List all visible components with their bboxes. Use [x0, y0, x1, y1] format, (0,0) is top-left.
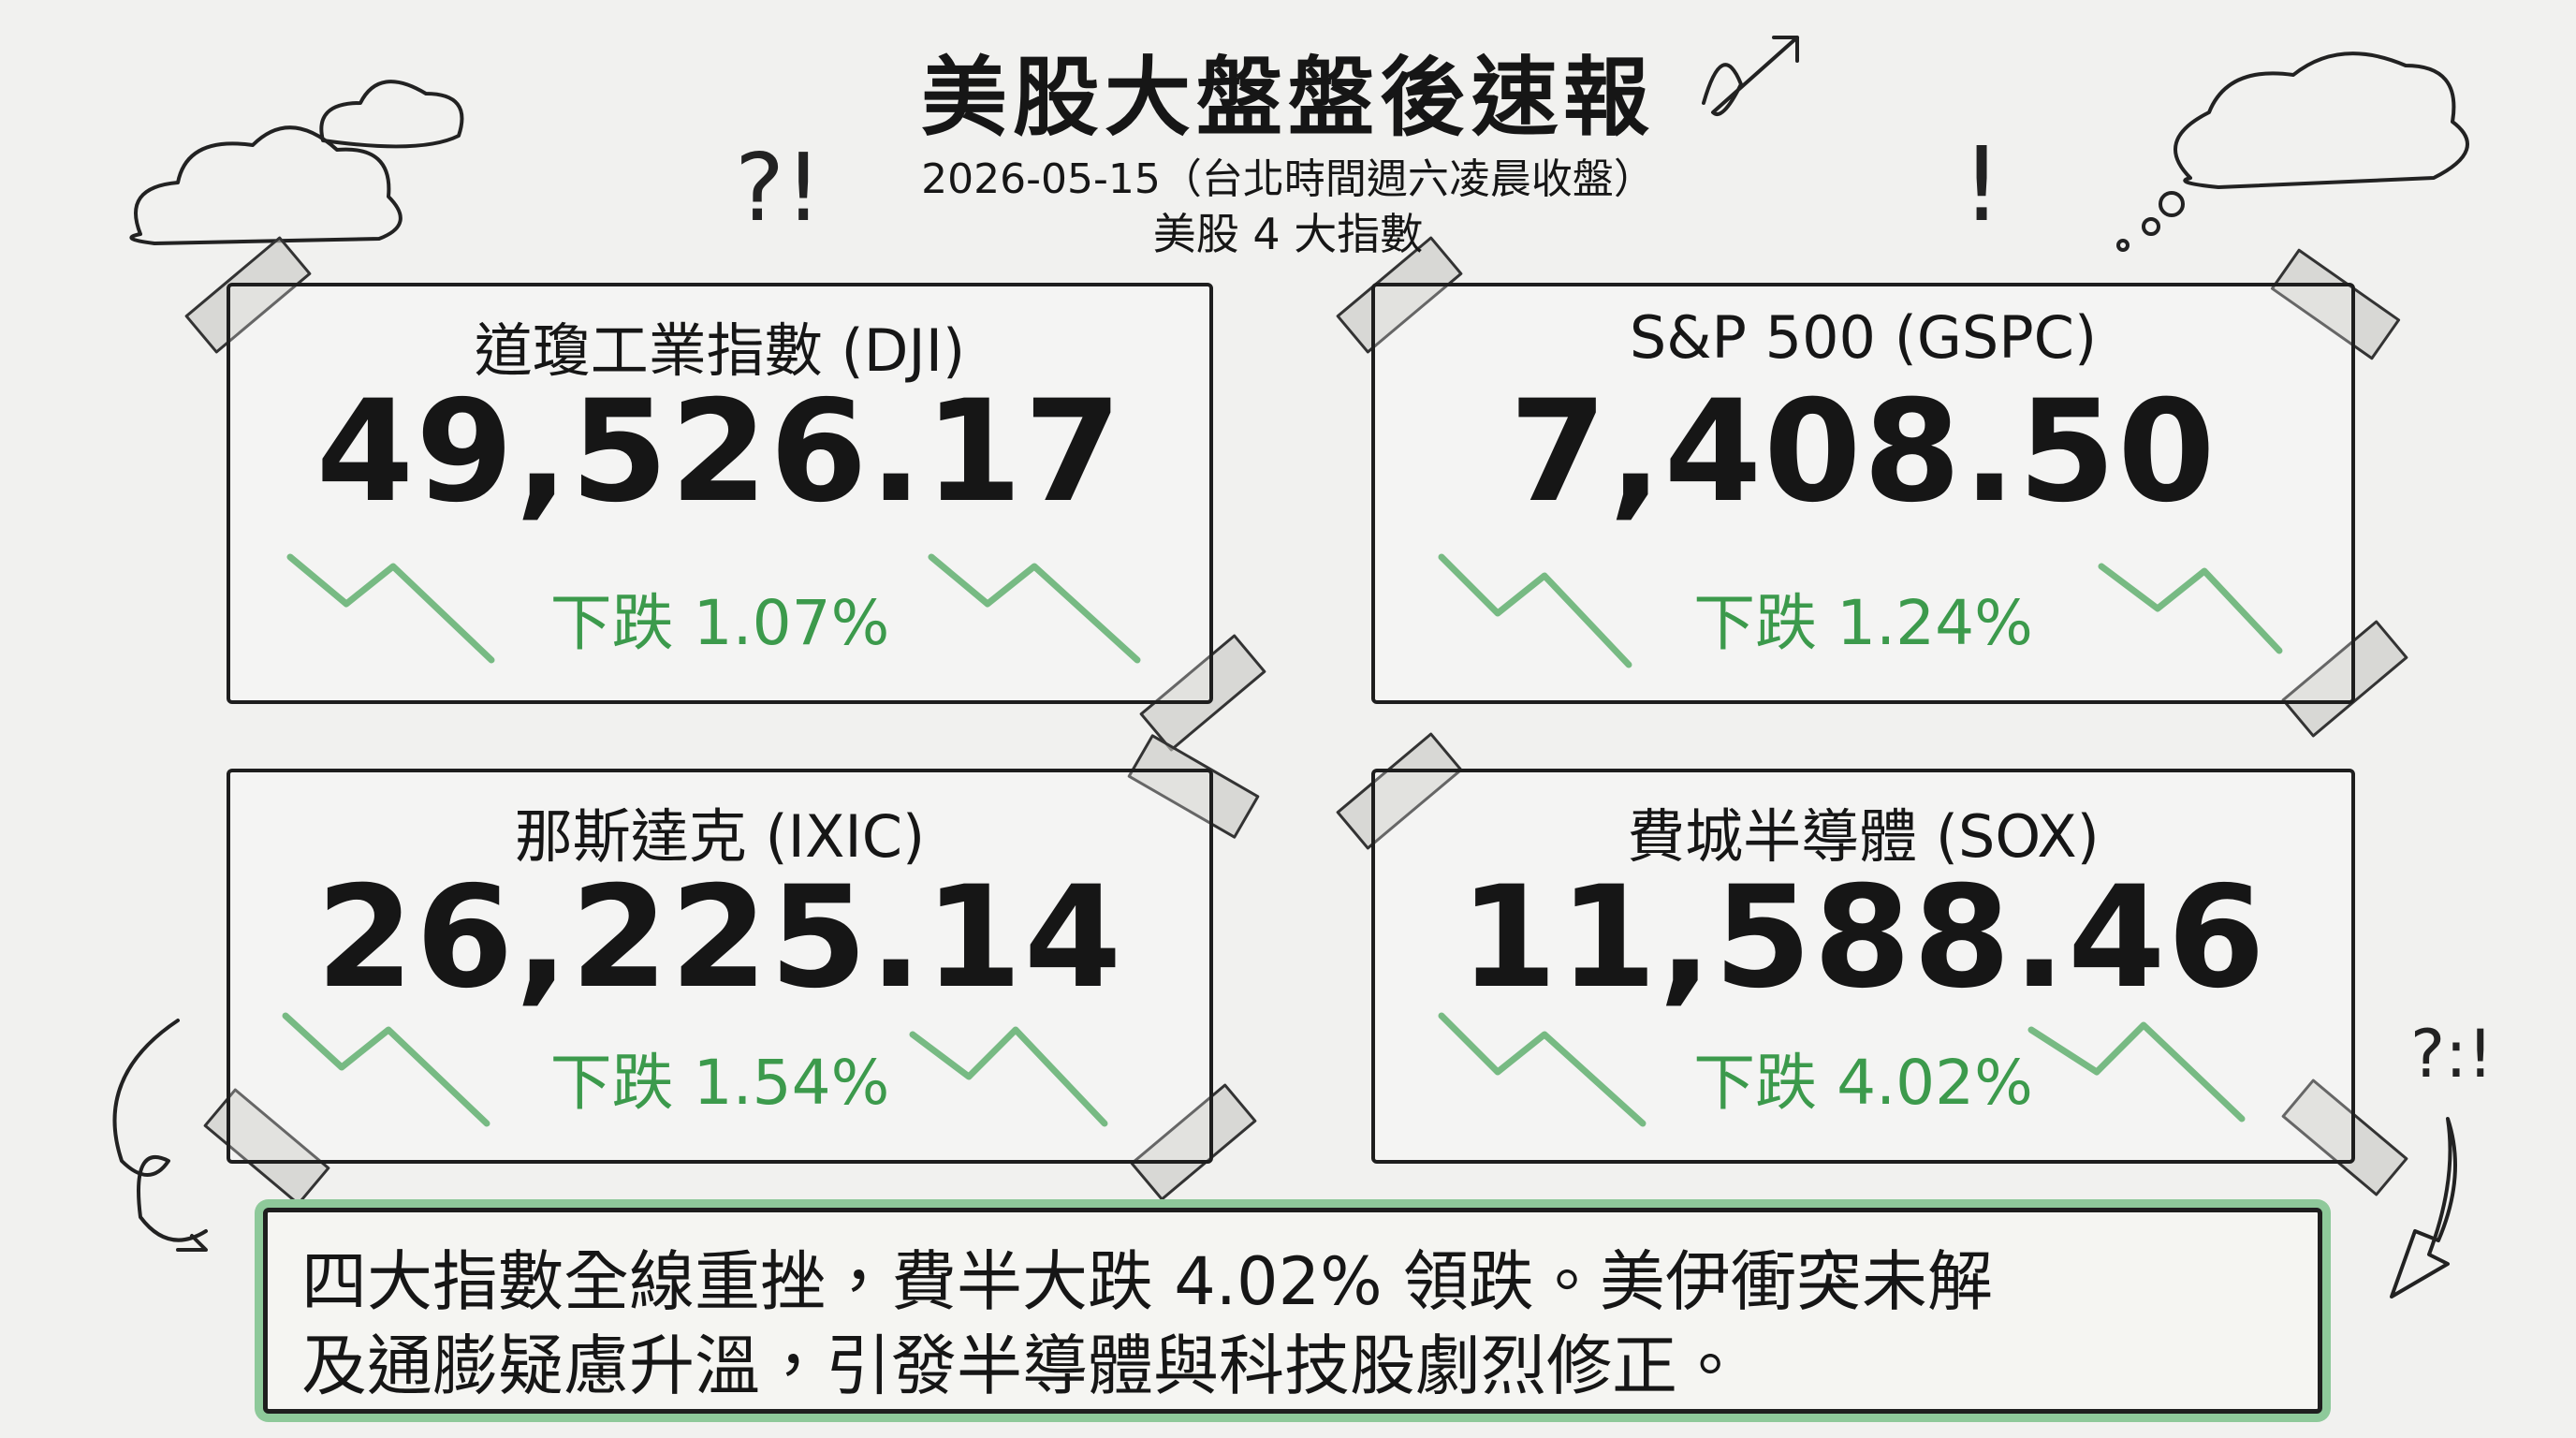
trend-icon: [2098, 563, 2283, 654]
bubble: [2142, 217, 2160, 236]
doodle-arrow: [2390, 1117, 2457, 1299]
cloud: [2174, 51, 2469, 189]
index-value: 49,526.17: [315, 371, 1124, 534]
trend-icon: [928, 553, 1141, 664]
cloud: [129, 125, 402, 245]
trend-icon: [282, 1012, 490, 1127]
summary-box: 四大指數全線重挫，費半大跌 4.02% 領跌。美伊衝突未解 及通膨疑慮升溫，引發…: [263, 1208, 2322, 1414]
trend-icon: [909, 1026, 1108, 1127]
doodle-arrow: [112, 1019, 208, 1252]
index-change: 下跌 1.24%: [1693, 587, 2033, 659]
index-name: 道瓊工業指數 (DJI): [474, 316, 966, 385]
index-card: 那斯達克 (IXIC) 26,225.14 下跌 1.54%: [227, 769, 1213, 1164]
cloud: [319, 80, 464, 149]
bubble: [2116, 239, 2130, 252]
trend-icon: [2027, 1021, 2246, 1123]
trend-icon: [1438, 1012, 1647, 1127]
doodle-question: ?:!: [2410, 1016, 2494, 1093]
tape: [184, 236, 312, 354]
index-value: 7,408.50: [1509, 371, 2217, 534]
doodle-arrow: [1702, 36, 1799, 116]
subtitle: 美股 4 大指數: [1152, 209, 1424, 259]
index-change: 下跌 1.07%: [549, 587, 890, 659]
tape: [203, 1088, 330, 1206]
index-card: S&P 500 (GSPC) 7,408.50 下跌 1.24%: [1371, 283, 2355, 704]
index-value: 11,588.46: [1459, 857, 2267, 1020]
tape: [1336, 236, 1463, 354]
tape: [1336, 732, 1463, 850]
tape: [1139, 634, 1266, 752]
index-change: 下跌 4.02%: [1693, 1047, 2033, 1119]
tape: [2281, 1078, 2408, 1196]
index-name: 那斯達克 (IXIC): [514, 802, 926, 871]
tape: [2281, 620, 2408, 738]
index-card: 道瓊工業指數 (DJI) 49,526.17 下跌 1.07%: [227, 283, 1213, 704]
summary-line: 四大指數全線重挫，費半大跌 4.02% 領跌。美伊衝突未解: [301, 1243, 1993, 1320]
bubble: [2159, 191, 2185, 217]
trend-icon: [286, 553, 495, 664]
index-change: 下跌 1.54%: [549, 1047, 890, 1119]
index-name: S&P 500 (GSPC): [1629, 303, 2098, 372]
title: 美股大盤盤後速報: [920, 48, 1655, 148]
index-card: 費城半導體 (SOX) 11,588.46 下跌 4.02%: [1371, 769, 2355, 1164]
tape: [1127, 734, 1260, 839]
doodle-exclaim: !: [1961, 125, 2002, 244]
summary-line: 及通膨疑慮升溫，引發半導體與科技股劇烈修正。: [301, 1328, 1743, 1404]
trend-icon: [1438, 553, 1632, 668]
index-value: 26,225.14: [315, 857, 1124, 1020]
index-name: 費城半導體 (SOX): [1627, 802, 2100, 871]
date: 2026-05-15（台北時間週六凌晨收盤）: [921, 155, 1655, 203]
doodle-question: ?!: [735, 133, 822, 242]
